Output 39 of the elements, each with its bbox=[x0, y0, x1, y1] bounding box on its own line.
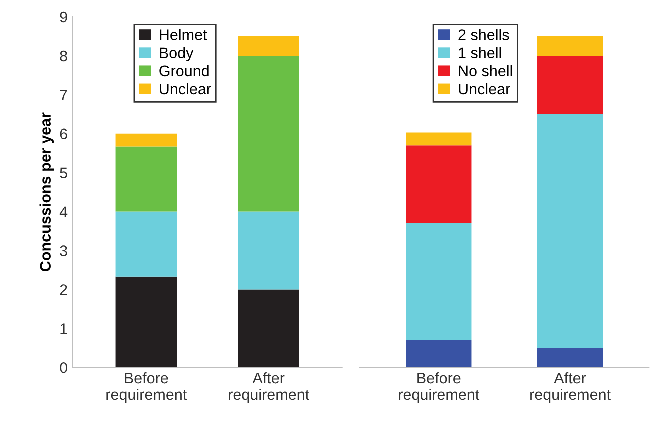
y-tick-label: 5 bbox=[60, 168, 68, 179]
x-tick-label: After requirement bbox=[530, 372, 611, 404]
bar bbox=[116, 134, 177, 147]
y-tick-label: 0 bbox=[60, 362, 68, 374]
bar bbox=[537, 56, 604, 114]
legend-label: No shell bbox=[459, 65, 512, 77]
bar bbox=[537, 114, 604, 348]
y-tick-label: 1 bbox=[60, 324, 68, 334]
legend-label: Unclear bbox=[459, 83, 510, 95]
bar bbox=[406, 223, 472, 340]
y-tick-label: 4 bbox=[60, 206, 68, 218]
bar bbox=[238, 56, 300, 212]
y-tick-label: 9 bbox=[60, 12, 68, 23]
bar bbox=[238, 36, 300, 56]
legend-label: Unclear bbox=[160, 83, 212, 95]
bar bbox=[238, 212, 300, 290]
y-tick-label: 6 bbox=[60, 128, 68, 140]
bar bbox=[537, 36, 604, 56]
bar bbox=[238, 290, 300, 368]
bar bbox=[406, 132, 472, 146]
bar bbox=[116, 146, 177, 212]
y-tick-label: 3 bbox=[60, 246, 68, 256]
legend-label: Ground bbox=[160, 65, 209, 77]
legend-label: Body bbox=[160, 47, 194, 62]
bar bbox=[116, 212, 177, 277]
legend-label: 2 shells bbox=[458, 29, 510, 40]
x-tick-label: Before requirement bbox=[106, 372, 188, 404]
y-tick-label: 8 bbox=[60, 50, 68, 62]
x-tick-label: After requirement bbox=[229, 372, 310, 404]
x-tick-label: Before requirement bbox=[399, 372, 480, 404]
bar bbox=[406, 146, 472, 224]
y-axis-title: Concussions per year bbox=[40, 112, 54, 272]
legend-label: 1 shell bbox=[459, 47, 502, 59]
legend-label: Helmet bbox=[160, 29, 208, 40]
y-tick-label: 7 bbox=[60, 90, 68, 100]
y-tick-label: 2 bbox=[60, 284, 68, 296]
bar bbox=[537, 348, 604, 368]
bar bbox=[116, 276, 177, 368]
bar bbox=[406, 340, 472, 368]
